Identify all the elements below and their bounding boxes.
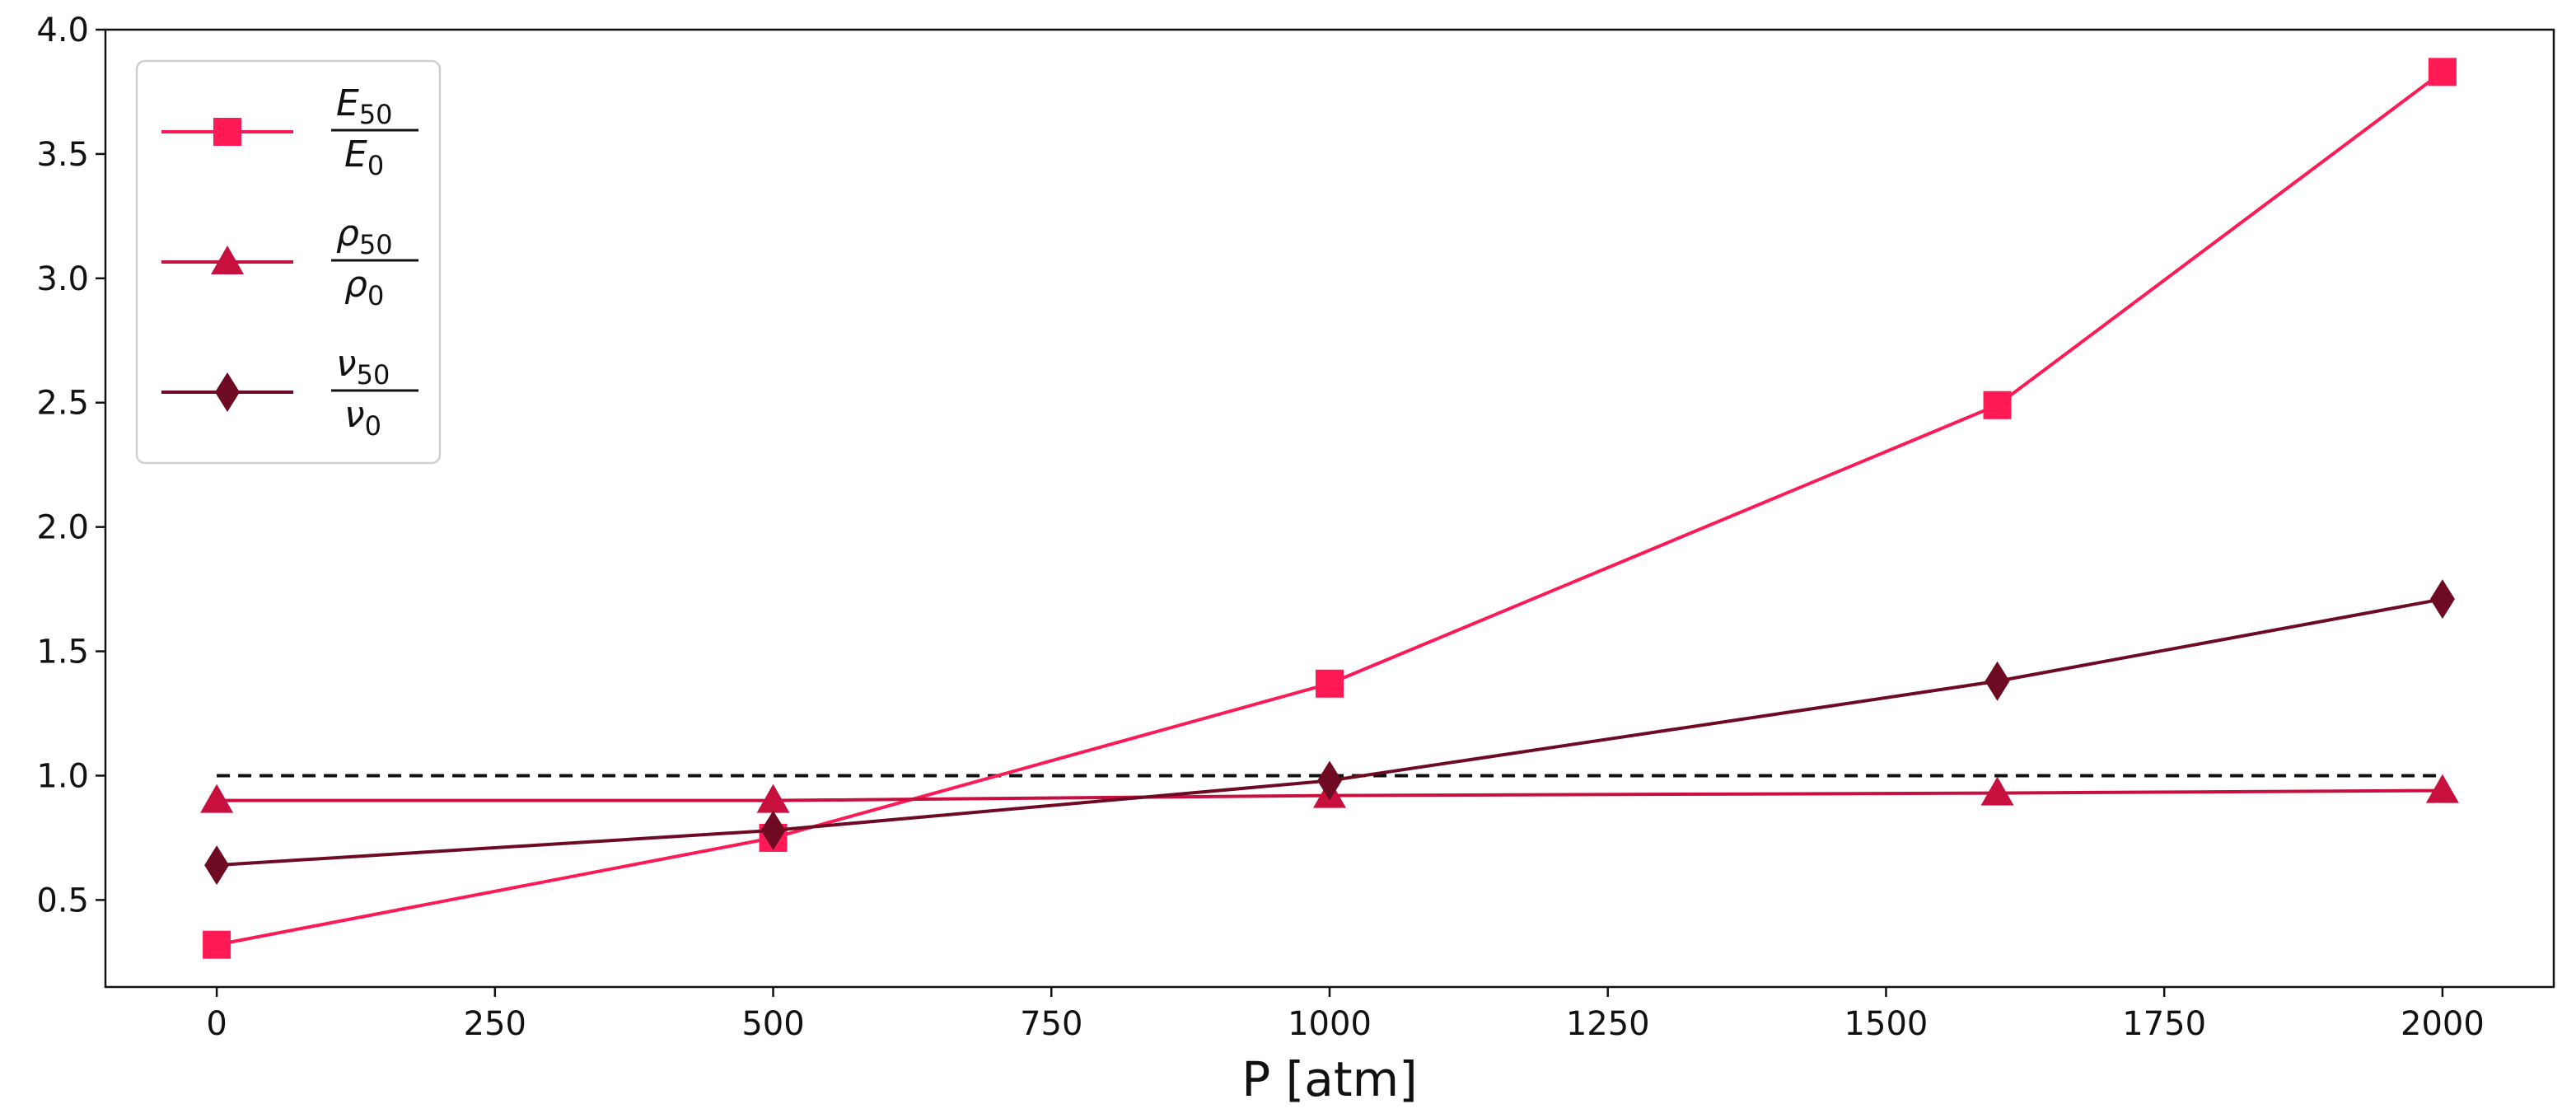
data-point-square [1983,391,2012,419]
y-tick-label: 3.5 [36,136,89,174]
data-point-triangle [756,784,790,813]
legend-sub: 50 [359,99,393,130]
x-axis-ticks: 0 250 500 750 1000 1250 1500 1750 2000 [206,987,2485,1043]
x-tick-label: 750 [1020,1005,1082,1043]
y-tick-label: 1.0 [36,757,89,795]
series-2 [204,579,2455,886]
data-point-square [203,930,231,959]
data-point-square [1316,669,1344,698]
data-point-diamond [760,810,786,850]
legend-marker-diamond [215,372,240,412]
y-tick-label: 3.0 [36,260,89,298]
data-point-diamond [1317,760,1342,801]
series-layer [200,58,2459,959]
y-axis-ticks: 0.5 1.0 1.5 2.0 2.5 3.0 3.5 4.0 [36,12,105,919]
data-point-diamond [1985,661,2010,701]
plot-area [104,28,2555,989]
data-point-diamond [204,845,230,886]
legend-var: ν [336,343,357,385]
x-axis-label: P [atm] [1241,1051,1417,1107]
x-tick-label: 0 [206,1005,227,1043]
legend-numerator: ρ50 [336,213,393,260]
legend-denominator: ν0 [344,394,381,442]
legend-sub: 0 [367,150,384,181]
data-point-diamond [2429,579,2455,620]
legend-var: ρ [344,264,367,306]
legend-marker-triangle [211,246,244,274]
legend-var: E [336,82,359,124]
x-tick-label: 1500 [1844,1005,1928,1043]
x-tick-label: 2000 [2401,1005,2485,1043]
data-point-triangle [1980,776,2014,806]
legend-denominator: E0 [344,133,384,181]
x-tick-label: 1000 [1288,1005,1372,1043]
x-tick-label: 500 [741,1005,804,1043]
y-tick-label: 2.5 [36,385,89,423]
y-tick-label: 4.0 [36,12,89,49]
data-point-triangle [200,784,234,813]
x-tick-label: 250 [464,1005,526,1043]
legend-denominator: ρ0 [344,264,384,311]
legend-sub: 0 [367,280,384,311]
data-point-square [2428,58,2457,87]
x-tick-label: 1250 [1566,1005,1650,1043]
legend-sub: 50 [359,229,393,260]
legend-marker-square [213,118,241,146]
legend-sub: 50 [357,359,390,391]
legend-sub: 0 [365,410,381,442]
legend-var: ν [344,394,365,436]
legend-var: ρ [336,213,359,255]
legend-numerator: ν50 [336,343,390,391]
y-tick-label: 0.5 [36,882,89,919]
y-tick-label: 1.5 [36,634,89,671]
series-0 [203,58,2457,959]
x-tick-label: 1750 [2122,1005,2206,1043]
y-tick-label: 2.0 [36,509,89,547]
data-point-triangle [2425,774,2459,803]
legend-var: E [344,133,367,175]
legend-numerator: E50 [336,82,393,130]
